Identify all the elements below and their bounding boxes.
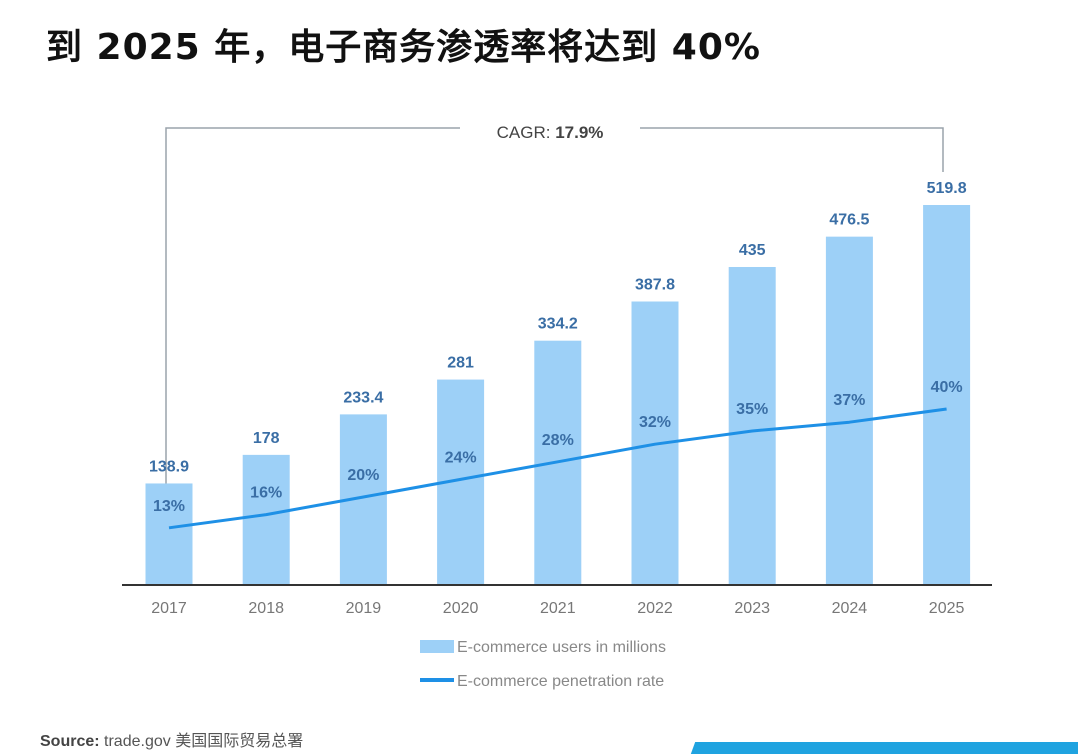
x-tick-label: 2024	[832, 600, 868, 617]
cagr-bracket: CAGR: 17.9%	[165, 123, 944, 585]
x-tick-label: 2021	[540, 600, 576, 617]
page-title: 到 2025 年，电子商务渗透率将达到 40%	[46, 27, 761, 68]
penetration-label: 40%	[931, 379, 963, 396]
penetration-label: 37%	[833, 392, 865, 409]
penetration-label: 20%	[347, 467, 379, 484]
legend-label-penetration: E-commerce penetration rate	[457, 673, 664, 690]
bar	[145, 483, 193, 585]
bar	[242, 454, 290, 585]
bar-value-label: 387.8	[635, 276, 675, 293]
legend-label-users: E-commerce users in millions	[457, 639, 666, 656]
source-note: Source: trade.gov 美国国际贸易总署	[40, 727, 303, 751]
cagr-label: CAGR:	[497, 123, 551, 142]
x-tick-label: 2022	[637, 600, 673, 617]
penetration-line	[168, 407, 947, 530]
x-tick-label: 2018	[248, 600, 284, 617]
penetration-label: 35%	[736, 401, 768, 418]
bar	[923, 205, 971, 585]
bar-value-label: 476.5	[829, 212, 869, 229]
x-tick-label: 2017	[151, 600, 187, 617]
bar	[728, 266, 776, 585]
penetration-label: 24%	[445, 449, 477, 466]
cagr-value: 17.9%	[555, 123, 603, 142]
cagr-bracket-line	[165, 127, 944, 585]
source-text: trade.gov 美国国际贸易总署	[104, 733, 304, 750]
penetration-label: 13%	[153, 498, 185, 515]
bar-value-label: 138.9	[149, 458, 189, 475]
bar	[825, 236, 873, 585]
bar-value-label: 435	[739, 242, 766, 259]
legend-swatch-bar	[420, 640, 454, 653]
bar-value-label: 281	[447, 355, 474, 372]
bar-value-label: 519.8	[927, 180, 967, 197]
penetration-label: 16%	[250, 485, 282, 502]
svg-text:CAGR: 17.9%: CAGR: 17.9%	[497, 123, 604, 142]
bar-value-label: 233.4	[343, 389, 383, 406]
x-tick-label: 2019	[346, 600, 382, 617]
source-label: Source:	[40, 733, 100, 750]
x-tick-label: 2020	[443, 600, 479, 617]
bar-value-label: 334.2	[538, 316, 578, 333]
x-tick-label: 2023	[734, 600, 770, 617]
penetration-label: 32%	[639, 414, 671, 431]
penetration-label: 28%	[542, 432, 574, 449]
x-tick-label: 2025	[929, 600, 965, 617]
bar-value-label: 178	[253, 430, 280, 447]
decorative-accent-bar	[690, 742, 1078, 754]
